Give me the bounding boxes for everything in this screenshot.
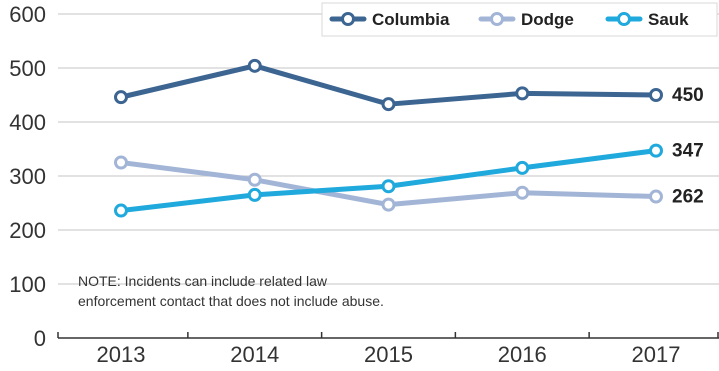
point-dodge-2014 [247, 172, 262, 187]
x-axis: 2013 2014 2015 2016 2017 [57, 332, 719, 367]
point-columbia-2016 [515, 86, 530, 101]
y-tick-label-0: 0 [34, 326, 46, 351]
end-labels: 450 262 347 [672, 85, 704, 208]
point-sauk-2015 [381, 179, 396, 194]
y-tick-label-200: 200 [9, 218, 46, 243]
point-dodge-2017 [649, 189, 663, 204]
end-label-sauk: 347 [672, 141, 704, 162]
point-sauk-2014 [247, 187, 262, 202]
note-line-1: NOTE: Incidents can include related law [78, 273, 328, 289]
y-tick-label-500: 500 [9, 56, 46, 81]
y-tick-label-400: 400 [9, 110, 46, 135]
end-label-columbia: 450 [672, 85, 704, 106]
point-sauk-2016 [515, 160, 530, 175]
x-tick-label-2013: 2013 [97, 342, 146, 366]
x-tick-label-2014: 2014 [230, 342, 279, 366]
series-sauk [114, 143, 663, 218]
x-tick-label-2017: 2017 [632, 342, 681, 366]
legend-swatch-marker-dodge [490, 12, 504, 26]
gridlines: 0 100 200 300 400 500 600 [9, 2, 719, 351]
legend-label-sauk: Sauk [648, 10, 689, 29]
end-label-dodge: 262 [672, 187, 704, 208]
x-tick-label-2016: 2016 [498, 342, 547, 366]
point-dodge-2015 [381, 197, 396, 212]
y-tick-label-300: 300 [9, 164, 46, 189]
legend-item-columbia: Columbia [329, 10, 450, 29]
legend-swatch-marker-columbia [341, 12, 355, 26]
legend-label-columbia: Columbia [372, 10, 450, 29]
point-dodge-2013 [114, 155, 128, 170]
point-columbia-2013 [114, 90, 128, 105]
point-sauk-2017 [649, 143, 663, 158]
series-columbia [114, 58, 663, 112]
point-columbia-2015 [381, 97, 396, 112]
point-columbia-2014 [247, 58, 262, 73]
x-tick-label-2015: 2015 [364, 342, 413, 366]
legend-swatch-marker-sauk [617, 12, 631, 26]
chart-note: NOTE: Incidents can include related law … [78, 273, 384, 309]
point-dodge-2016 [515, 185, 530, 200]
y-tick-label-600: 600 [9, 2, 46, 27]
legend: Columbia Dodge Sauk [321, 2, 718, 37]
legend-item-sauk: Sauk [605, 10, 689, 29]
series-lines [114, 58, 663, 218]
point-columbia-2017 [649, 88, 663, 102]
legend-item-dodge: Dodge [478, 10, 574, 29]
note-line-2: enforcement contact that does not includ… [78, 293, 384, 309]
legend-box [321, 2, 718, 37]
series-dodge [114, 155, 663, 212]
legend-label-dodge: Dodge [521, 10, 574, 29]
y-tick-label-100: 100 [9, 272, 46, 297]
point-sauk-2013 [114, 203, 128, 218]
